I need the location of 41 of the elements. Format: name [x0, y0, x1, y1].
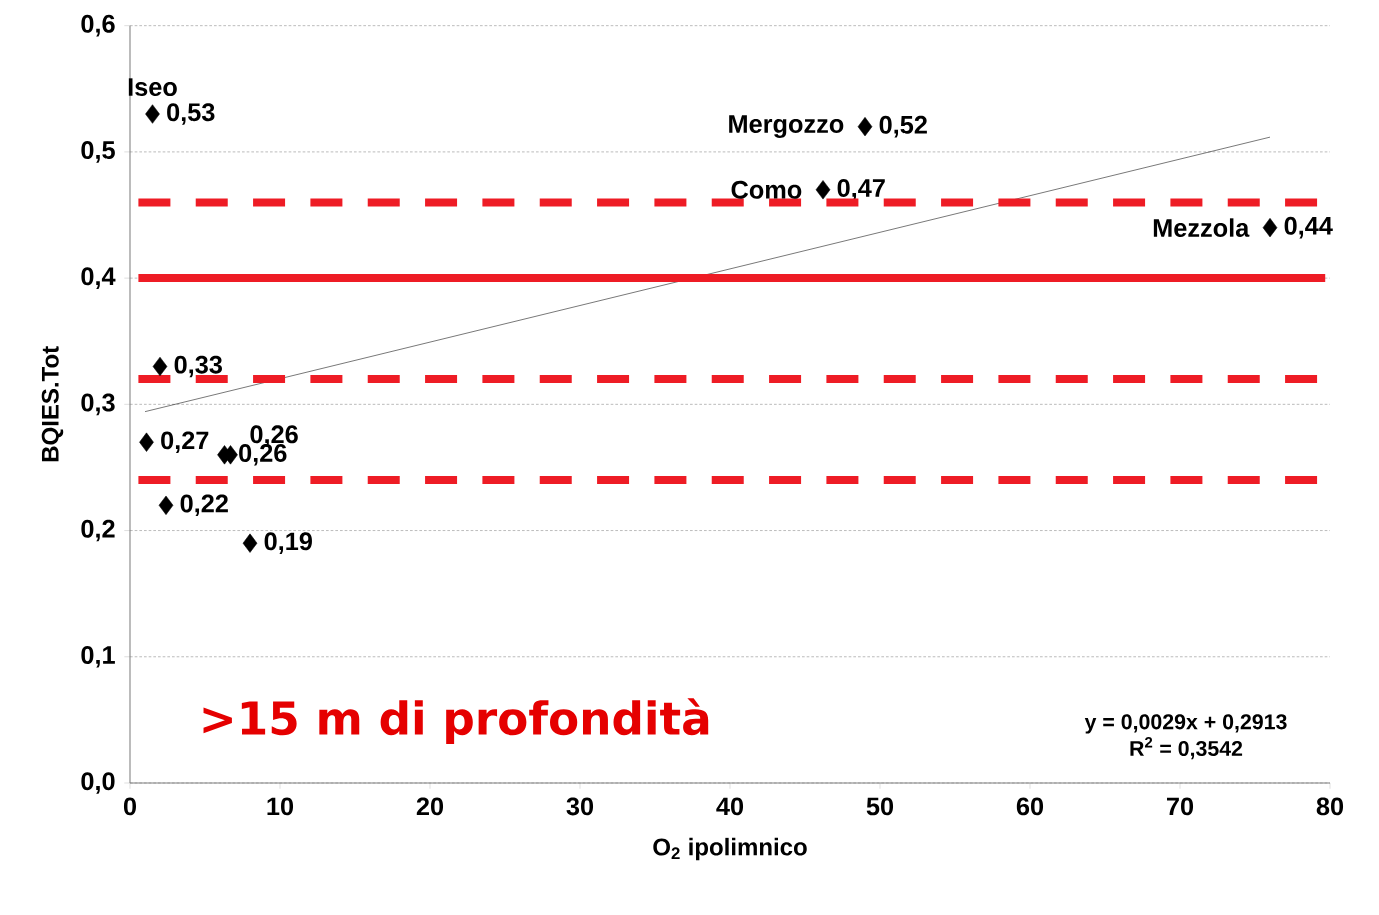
data-label: 0,44	[1284, 216, 1333, 239]
x-tick-label: 40	[716, 797, 744, 816]
x-tick-label: 10	[267, 797, 294, 816]
y-tick-label: 0,2	[81, 519, 115, 542]
point	[815, 180, 831, 200]
data-label: 0,22	[180, 494, 228, 517]
data-label: 0,19	[264, 532, 312, 554]
x-tick-label: 80	[1316, 797, 1344, 816]
x-axis-title: O$_{2}$ ipolimnico	[653, 837, 807, 861]
x-tick-label: 60	[1016, 797, 1044, 816]
point	[152, 356, 168, 377]
point	[1262, 218, 1278, 238]
point	[158, 495, 174, 515]
data-label: 0,47	[837, 178, 885, 201]
annotation: Iseo	[128, 78, 177, 96]
y-tick-label: 0,6	[81, 14, 115, 37]
x-tick-label: 30	[566, 797, 594, 816]
y-tick-label: 0,5	[81, 141, 115, 163]
annotation: Mezzola	[1153, 218, 1250, 237]
annotation: R$^{2}$ = 0,3542	[1130, 737, 1243, 760]
x-tick-label: 20	[416, 797, 444, 816]
x-tick-label: 50	[866, 797, 894, 816]
y-tick-label: 0,4	[81, 267, 116, 289]
x-tick-label: 0	[123, 797, 136, 816]
data-label: 0,33	[174, 355, 222, 378]
annotation: Como	[731, 180, 802, 199]
annotation: >15 m di profondità	[203, 698, 709, 744]
y-tick-label: 0,0	[81, 772, 115, 794]
point	[139, 432, 154, 452]
point	[145, 104, 160, 124]
y-tick-label: 0,1	[81, 645, 115, 668]
data-label: 0,53	[167, 103, 215, 125]
x-tick-label: 70	[1167, 797, 1194, 816]
point	[857, 117, 873, 137]
y-tick-label: 0,3	[81, 393, 115, 416]
annotation: Mergozzo	[729, 115, 844, 139]
data-label: 0,27	[161, 431, 209, 453]
point	[242, 533, 258, 553]
data-label: 0,52	[879, 115, 927, 138]
annotation: y = 0,0029x + 0,2913	[1084, 714, 1287, 734]
y-axis-title: BQIES.Tot	[41, 346, 64, 462]
